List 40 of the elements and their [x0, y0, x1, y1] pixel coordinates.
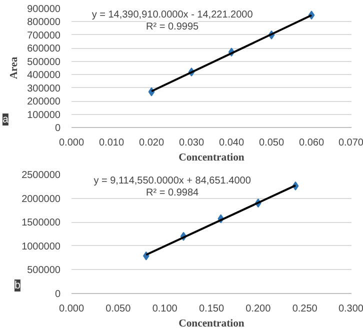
x-tick-label: 0.030 [178, 138, 204, 148]
text: a [2, 114, 8, 126]
y-tick-label: 1000000 [22, 241, 61, 252]
text: b [14, 280, 20, 292]
x-tick-label: 0.200 [246, 304, 272, 314]
x-tick-label: 0.010 [98, 138, 124, 148]
x-tick-label: 0.300 [338, 304, 363, 314]
x-tick-label: 0.250 [292, 304, 318, 314]
y-axis-title: Area [9, 56, 20, 80]
x-tick-label: 0.000 [58, 138, 84, 148]
annotation: y = 9,114,550.0000x + 84,651.4000 [94, 175, 252, 186]
x-tick-label: 0.050 [106, 304, 132, 314]
y-tick-label: 2000000 [22, 194, 61, 205]
y-tick-label: 0 [54, 123, 61, 134]
x-axis-title: Concentration [178, 318, 244, 330]
x-tick-label: 0.070 [338, 138, 363, 148]
y-tick-label: 900000 [27, 4, 61, 15]
annotation: R² = 0.9984 [146, 187, 200, 198]
y-tick-label: 1500000 [22, 218, 61, 229]
y-tick-label: 300000 [27, 83, 61, 94]
y-tick-label: 700000 [27, 30, 61, 42]
y-tick-label: 2500000 [22, 170, 61, 181]
y-tick-label: 500000 [27, 265, 61, 276]
annotation: y = 14,390,910.0000x - 14,221.2000 [92, 9, 254, 20]
x-tick-label: 0.150 [198, 304, 224, 314]
x-tick-label: 0.040 [218, 138, 244, 148]
x-tick-label: 0.020 [138, 138, 164, 148]
y-tick-label: 600000 [27, 44, 61, 55]
y-tick-label: 0 [54, 289, 61, 300]
x-axis-title: Concentration [178, 152, 244, 164]
x-tick-label: 0.100 [152, 304, 178, 314]
y-tick-label: 800000 [27, 17, 61, 28]
annotation: R² = 0.9995 [146, 21, 200, 32]
x-tick-label: 0.050 [258, 138, 284, 148]
y-tick-label: 100000 [27, 110, 61, 121]
y-tick-label: 200000 [27, 96, 61, 108]
x-tick-label: 0.000 [58, 304, 84, 314]
y-tick-label: 500000 [27, 56, 61, 68]
y-tick-label: 400000 [27, 70, 61, 82]
x-tick-label: 0.060 [298, 138, 324, 148]
